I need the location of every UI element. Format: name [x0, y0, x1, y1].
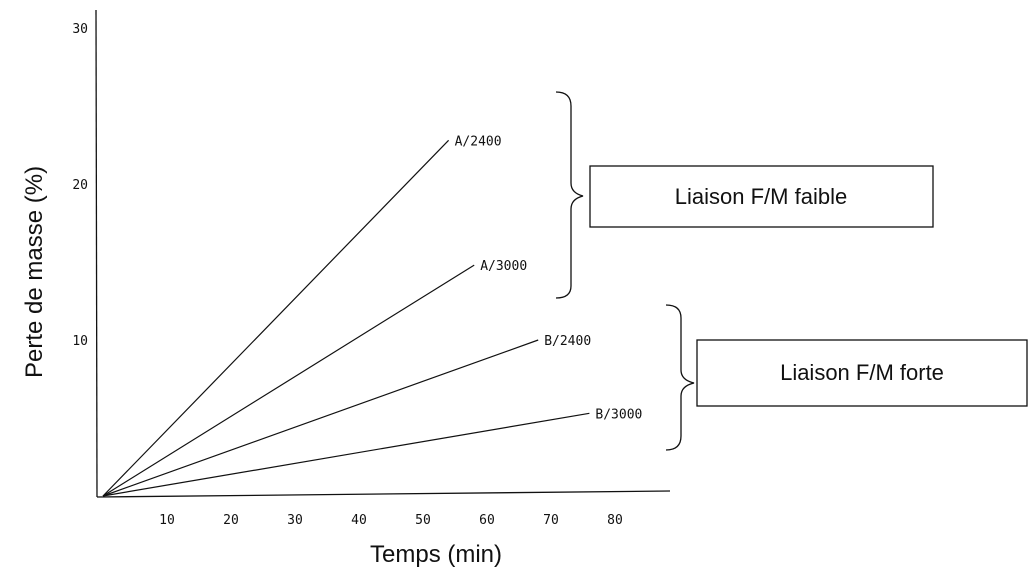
x-tick-label: 40 [351, 513, 367, 528]
series-label-b-2400: B/2400 [544, 334, 591, 349]
x-tick-label: 80 [607, 513, 623, 528]
x-tick-label: 20 [223, 513, 239, 528]
series-label-b-3000: B/3000 [595, 407, 642, 422]
series-label-a-3000: A/3000 [480, 259, 527, 274]
box-strong-bond [696, 339, 1028, 407]
x-tick-label: 50 [415, 513, 431, 528]
box-weak-bond [589, 165, 934, 228]
x-tick-label: 60 [479, 513, 495, 528]
y-tick-label: 10 [72, 334, 88, 349]
y-axis-title: Perte de masse (%) [21, 166, 48, 378]
y-tick-label: 20 [72, 178, 88, 193]
y-axis-line [95, 9, 98, 498]
series-line-b-3000 [102, 412, 590, 497]
series-label-a-2400: A/2400 [455, 134, 502, 149]
data-series: A/2400 A/3000 B/2400 B/3000 [102, 134, 642, 497]
x-tick-label: 70 [543, 513, 559, 528]
brace-weak [555, 91, 584, 299]
series-line-a-2400 [102, 139, 450, 497]
box-weak-bond-label: Liaison F/M faible [675, 184, 847, 209]
x-tick-label: 30 [287, 513, 303, 528]
x-tick-labels: 10 20 30 40 50 60 70 80 [159, 513, 623, 528]
x-axis-line [96, 490, 671, 498]
series-line-b-2400 [102, 339, 539, 497]
y-tick-labels: 10 20 30 [72, 22, 88, 349]
box-strong-bond-label: Liaison F/M forte [780, 360, 944, 385]
brace-strong [665, 304, 695, 451]
y-tick-label: 30 [72, 22, 88, 37]
x-axis-title: Temps (min) [370, 541, 502, 568]
series-line-a-3000 [102, 264, 475, 497]
x-tick-label: 10 [159, 513, 175, 528]
